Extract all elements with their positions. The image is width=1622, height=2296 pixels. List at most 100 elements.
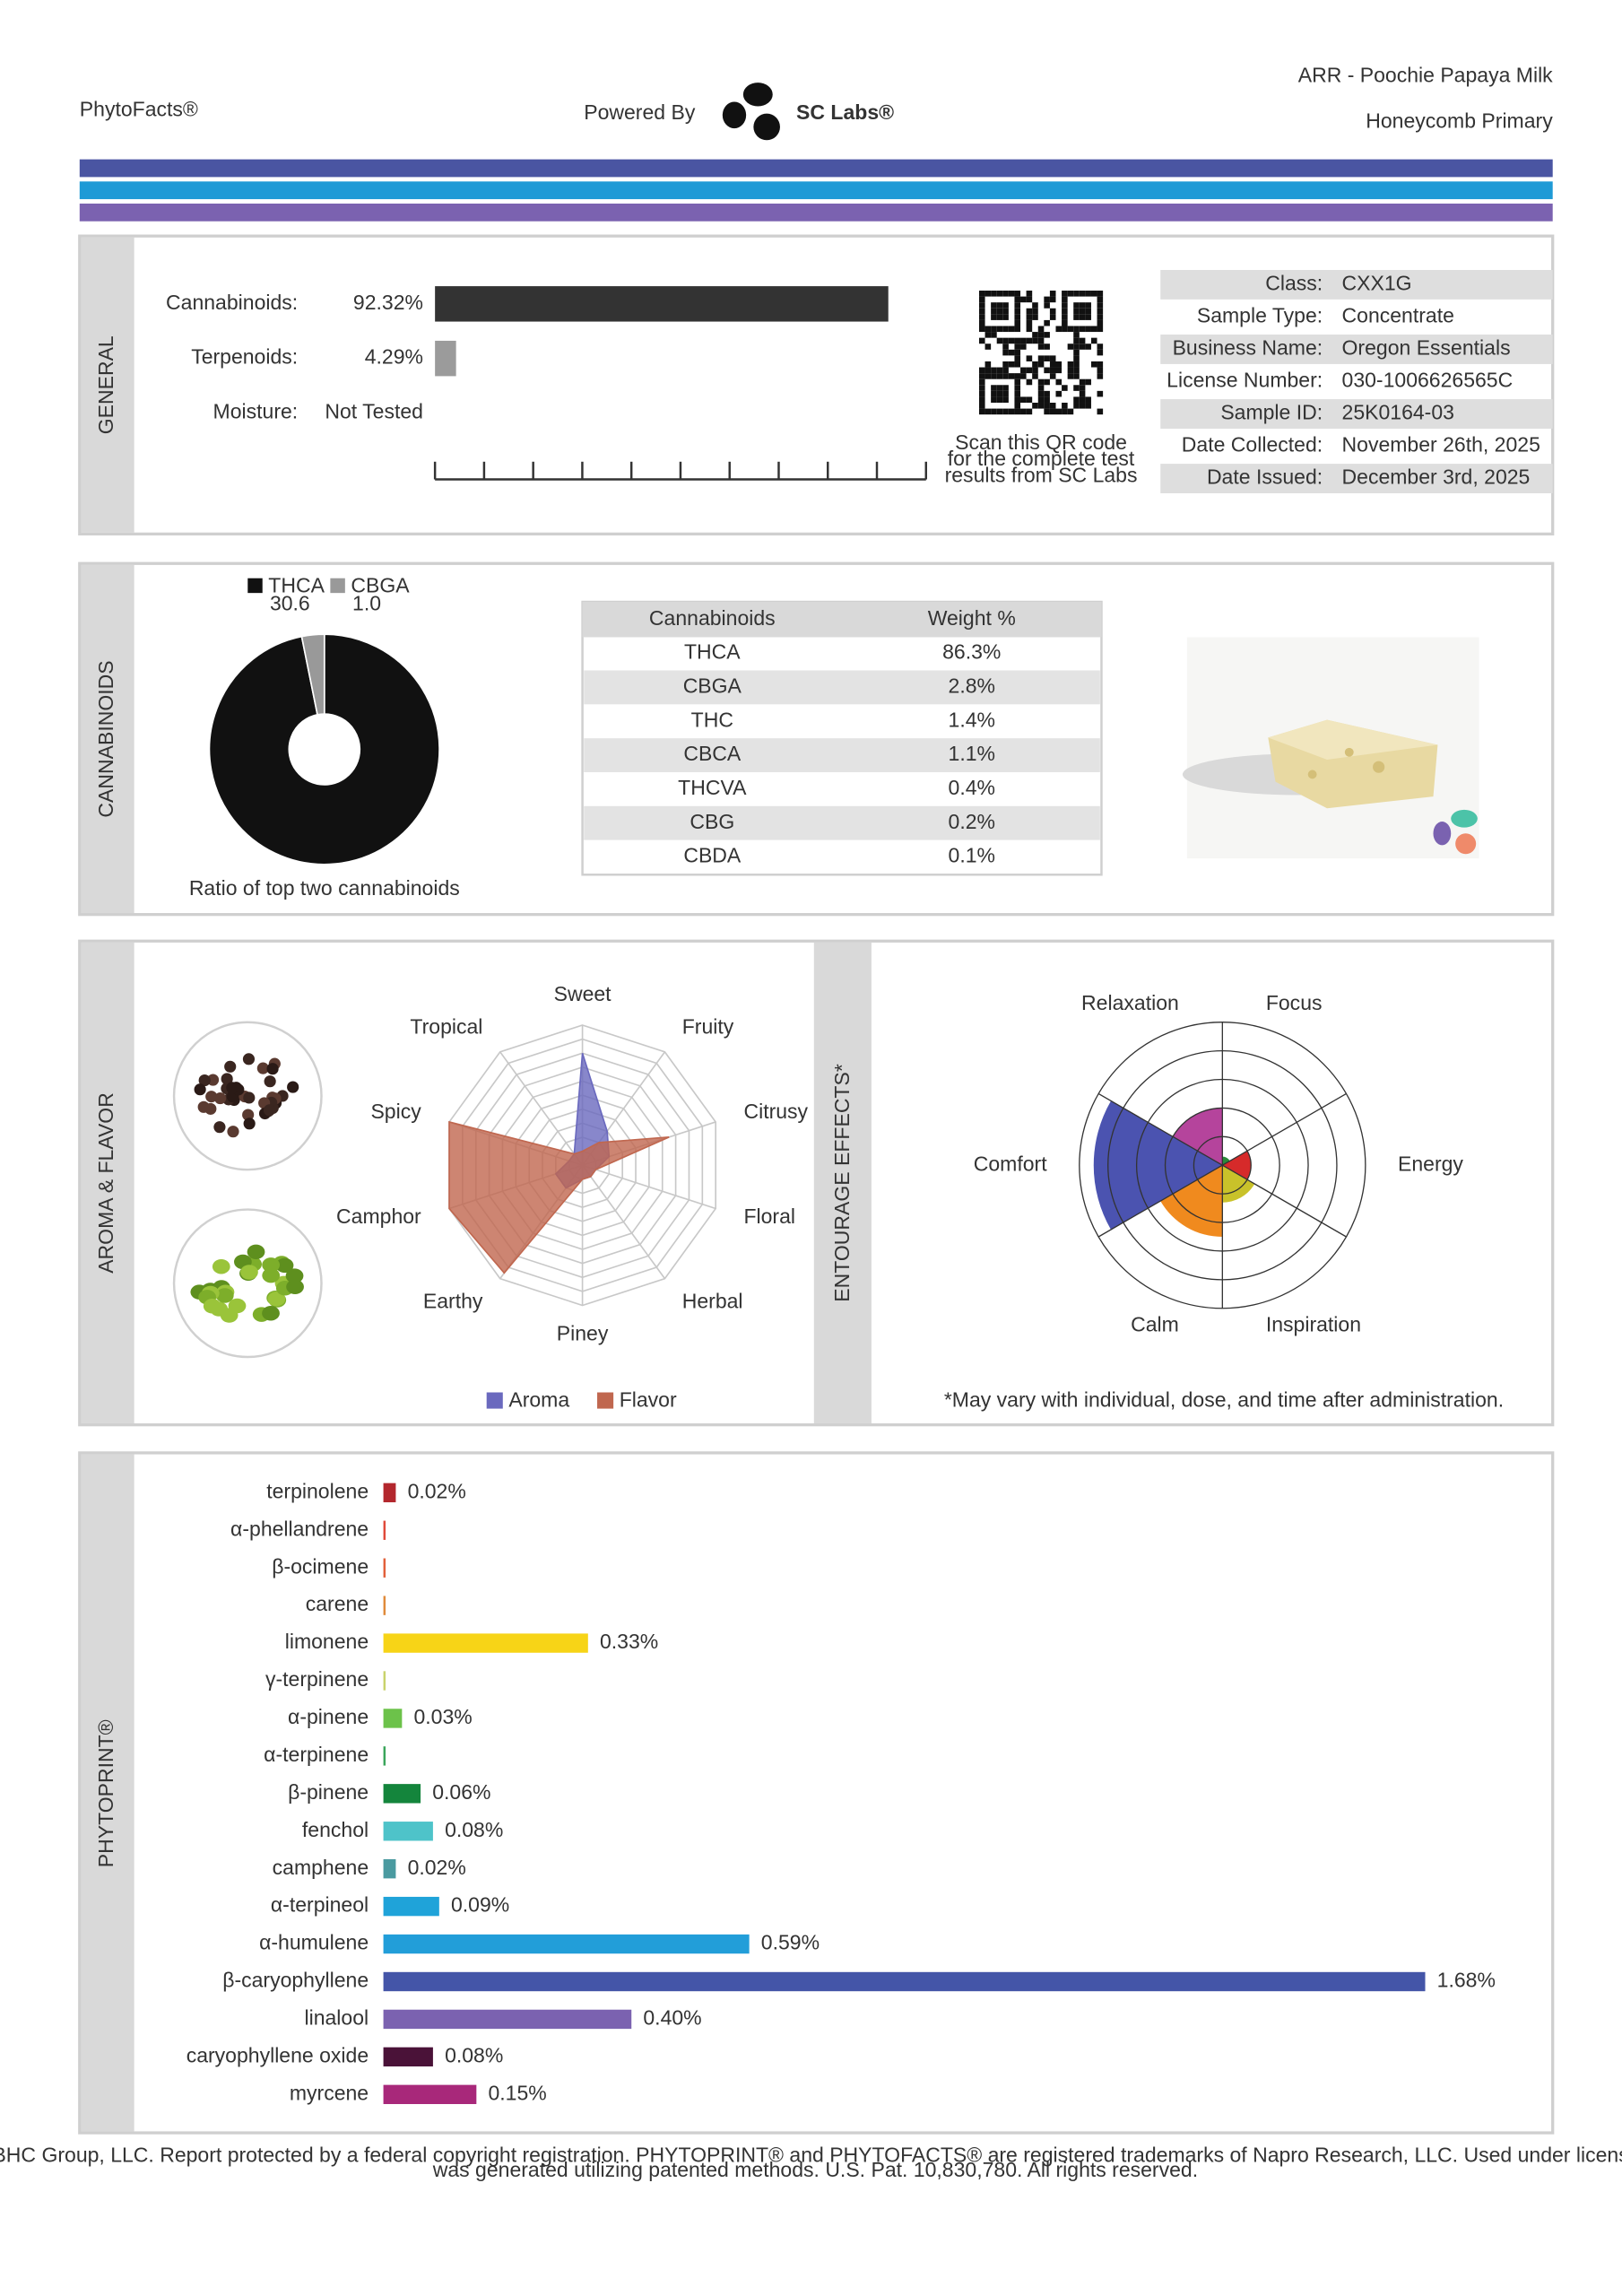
- qr-cell: [984, 373, 992, 379]
- qr-cell: [1062, 302, 1068, 309]
- qr-cell: [978, 337, 985, 344]
- terpene-label: α-humulene: [259, 1931, 369, 1954]
- qr-cell: [1002, 390, 1009, 397]
- qr-cell: [978, 385, 985, 391]
- terpene-label: caryophyllene oxide: [186, 2043, 369, 2066]
- value-label: 0.08%: [445, 1818, 503, 1841]
- qr-cell: [1037, 396, 1045, 404]
- qr-caption: results from SC Labs: [945, 463, 1138, 486]
- qr-cell: [1097, 314, 1104, 320]
- qr-cell: [978, 390, 985, 397]
- qr-cell: [1014, 385, 1021, 391]
- qr-cell: [1097, 326, 1104, 333]
- qr-cell: [984, 408, 992, 415]
- qr-cell: [978, 378, 985, 386]
- qr-cell: [1049, 355, 1056, 361]
- qr-cell: [1049, 403, 1056, 409]
- qr-cell: [1037, 337, 1045, 344]
- qr-cell: [1014, 291, 1021, 297]
- qr-cell: [1008, 337, 1015, 344]
- legend-label: THCA: [268, 574, 325, 597]
- value-label: 0.59%: [761, 1931, 820, 1954]
- qr-cell: [1002, 367, 1009, 374]
- qr-cell: [1097, 349, 1104, 356]
- qr-cell: [1032, 314, 1038, 320]
- qr-cell: [1085, 302, 1091, 309]
- qr-cell: [984, 326, 992, 333]
- qr-cell: [1097, 373, 1104, 379]
- qr-cell: [1073, 349, 1080, 356]
- qr-cell: [1062, 385, 1068, 391]
- qr-cell: [1002, 373, 1009, 379]
- peppercorn: [204, 1102, 217, 1115]
- peppercorns: [194, 1053, 299, 1138]
- qr-cell: [984, 344, 992, 350]
- value-label: 1.68%: [1437, 1969, 1496, 1992]
- qr-cell: [1037, 390, 1045, 397]
- qr-cell: [1014, 326, 1021, 333]
- qr-cell: [978, 302, 985, 309]
- qr-cell: [991, 302, 997, 309]
- terpene-label: γ-terpinene: [265, 1667, 369, 1691]
- qr-cell: [1049, 314, 1056, 320]
- band: [79, 159, 1553, 178]
- qr-cell: [1090, 291, 1097, 297]
- qr-cell: [1067, 367, 1074, 374]
- bar: [383, 2084, 477, 2104]
- qr-cell: [996, 326, 1003, 333]
- qr-cell: [1044, 403, 1050, 409]
- band: [79, 181, 1553, 200]
- table-cell: 0.2%: [949, 810, 995, 833]
- hop: [262, 1257, 280, 1273]
- section-label: ENTOURAGE EFFECTS*: [830, 1064, 854, 1302]
- qr-cell: [1085, 314, 1091, 320]
- qr-cell: [1073, 291, 1080, 297]
- table-cell: THCA: [684, 640, 741, 664]
- qr-cell: [978, 367, 985, 374]
- qr-cell: [1097, 302, 1104, 309]
- qr-cell: [996, 367, 1003, 374]
- legend-swatch: [486, 1392, 503, 1409]
- qr-cell: [1026, 308, 1033, 315]
- terpene-label: limonene: [285, 1630, 369, 1653]
- qr-cell: [991, 332, 997, 338]
- qr-cell: [1073, 314, 1080, 320]
- qr-cell: [996, 308, 1003, 315]
- qr-cell: [1002, 349, 1009, 356]
- spoke: [499, 1051, 584, 1166]
- row-bg: [1160, 464, 1553, 493]
- qr-cell: [1067, 361, 1074, 368]
- axis-label: Citrusy: [743, 1100, 808, 1123]
- qr-cell: [1026, 314, 1033, 320]
- table-cell: CBG: [690, 810, 734, 833]
- qr-cell: [1044, 332, 1050, 338]
- qr-cell: [1079, 385, 1086, 391]
- qr-cell: [1055, 390, 1063, 397]
- qr-cell: [1055, 408, 1063, 415]
- qr-cell: [1002, 408, 1009, 415]
- qr-cell: [1044, 355, 1050, 361]
- spoke: [582, 1164, 716, 1210]
- table-cell: 2.8%: [949, 674, 995, 697]
- qr-cell: [1062, 319, 1068, 326]
- legend-label: CBGA: [351, 574, 410, 597]
- peppercorn: [242, 1109, 255, 1121]
- table-cell: 1.1%: [949, 742, 995, 765]
- axis-label: Sweet: [554, 982, 612, 1005]
- qr-cell: [1085, 396, 1091, 404]
- qr-cell: [1079, 314, 1086, 320]
- qr-cell: [991, 390, 997, 397]
- row-bg: [584, 738, 1100, 772]
- bar: [383, 1483, 396, 1503]
- qr-cell: [1026, 367, 1033, 374]
- legend-value: 1.0: [352, 591, 381, 614]
- hops: [190, 1244, 304, 1323]
- hop: [285, 1268, 304, 1283]
- product-name: ARR - Poochie Papaya Milk: [1298, 64, 1553, 87]
- table-cell: THCVA: [678, 776, 747, 799]
- qr-cell: [1085, 403, 1091, 409]
- qr-cell: [1079, 326, 1086, 333]
- qr-cell: [1037, 332, 1045, 338]
- peppercorn: [221, 1073, 233, 1085]
- value-label: Not Tested: [325, 400, 423, 423]
